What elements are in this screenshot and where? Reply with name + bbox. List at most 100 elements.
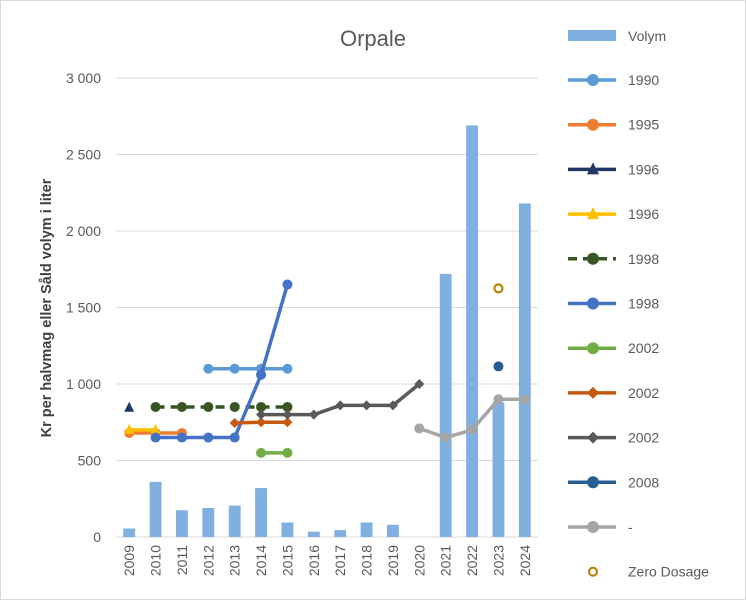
series-1998	[150, 401, 293, 412]
x-tick-label: 2015	[279, 545, 295, 576]
series-2008	[493, 361, 504, 372]
legend-item: 2002	[568, 430, 659, 446]
data-point	[256, 369, 267, 380]
data-point	[493, 283, 504, 294]
y-tick-label: 1 500	[66, 300, 101, 316]
bar-2010	[149, 481, 162, 537]
series--	[414, 394, 530, 443]
chart-title: Orpale	[340, 26, 406, 51]
x-tick-label: 2014	[253, 545, 269, 576]
legend-marker	[587, 566, 599, 577]
x-tick-labels: 2009 2010 2011 2012 2013 2014 2015 2016 2017 2018…	[121, 545, 533, 576]
y-axis-label: Kr per halvmag eller Såld volym i liter	[39, 178, 55, 437]
legend-label: 1998	[628, 296, 659, 312]
x-tick-label: 2019	[385, 545, 401, 576]
bar-2011	[176, 510, 188, 537]
x-tick-label: 2023	[490, 545, 506, 576]
legend-marker	[587, 207, 599, 220]
legend-label: 1995	[628, 117, 659, 133]
legend-label: 1998	[628, 251, 659, 267]
x-tick-label: 2021	[438, 545, 454, 576]
data-point	[229, 363, 240, 374]
data-point	[335, 400, 346, 411]
data-point	[256, 417, 267, 428]
bar-2014	[255, 488, 267, 537]
legend-item: 1990	[568, 72, 659, 88]
data-point	[282, 417, 293, 428]
legend: Volym 1990 1995 1996 1996 1998 1998 2002 2002 200…	[568, 28, 709, 580]
bar-2024	[518, 203, 531, 537]
data-point	[308, 409, 319, 420]
data-point	[467, 424, 478, 435]
legend-marker	[587, 118, 599, 131]
series-1990	[203, 363, 293, 374]
legend-item: 1998	[568, 296, 659, 312]
series-1996	[124, 423, 161, 434]
series-2002	[256, 379, 425, 420]
legend-marker	[587, 74, 599, 86]
bars	[123, 125, 531, 538]
data-point	[124, 401, 135, 412]
data-point	[387, 400, 398, 411]
bar-2009	[123, 528, 136, 537]
legend-label: Volym	[628, 28, 666, 44]
data-point	[229, 401, 240, 412]
data-point	[361, 400, 372, 411]
legend-item: 2002	[568, 385, 659, 401]
grid	[116, 77, 538, 538]
bar-2019	[387, 524, 399, 537]
legend-item: 2002	[568, 340, 659, 356]
x-tick-label: 2009	[121, 545, 137, 576]
legend-item: 1996	[568, 206, 659, 222]
x-tick-label: 2016	[306, 545, 322, 576]
x-tick-label: 2010	[148, 545, 164, 576]
legend-swatch	[568, 30, 616, 41]
x-tick-label: 2024	[517, 545, 533, 576]
series-2002	[229, 417, 293, 429]
y-tick-label: 1 000	[66, 376, 101, 392]
legend-label: 1996	[628, 161, 659, 177]
data-point	[440, 432, 451, 443]
bar-2012	[202, 507, 215, 537]
legend-marker	[587, 476, 599, 489]
data-point	[414, 379, 425, 389]
data-point	[203, 363, 214, 374]
legend-marker	[587, 297, 599, 310]
data-point	[282, 401, 293, 412]
data-point	[414, 423, 425, 434]
legend-label: 2002	[628, 430, 659, 446]
data-point	[150, 423, 161, 434]
legend-label: 1996	[628, 206, 659, 222]
bar-2017	[334, 530, 347, 537]
y-tick-label: 500	[78, 453, 102, 469]
data-point	[229, 432, 240, 443]
bar-2023	[492, 402, 505, 537]
data-point	[282, 447, 293, 458]
data-point	[519, 394, 530, 405]
legend-marker	[587, 252, 599, 265]
y-tick-label: 0	[93, 529, 101, 545]
legend-marker	[587, 521, 599, 533]
legend-marker	[587, 342, 599, 355]
bar-2013	[228, 505, 241, 537]
legend-label: 2002	[628, 385, 659, 401]
data-point	[282, 409, 293, 420]
x-tick-label: 2012	[200, 545, 216, 576]
data-point	[150, 401, 161, 412]
series-Zero Dosage	[493, 283, 504, 294]
data-point	[176, 401, 187, 412]
legend-item: 2008	[568, 474, 659, 490]
legend-label: 2008	[628, 474, 659, 490]
legend-item: Zero Dosage	[587, 564, 709, 580]
bar-2016	[307, 531, 320, 537]
bar-2015	[281, 522, 294, 537]
legend-label: 1990	[628, 72, 659, 88]
legend-item: 1995	[568, 117, 659, 133]
data-point	[256, 401, 267, 412]
y-tick-label: 2 500	[66, 147, 101, 163]
series-2002	[256, 447, 293, 458]
legend-item: -	[568, 519, 633, 535]
y-tick-labels: 0 500 1 000 1 500 2 000 2 500 3 000	[66, 70, 101, 545]
